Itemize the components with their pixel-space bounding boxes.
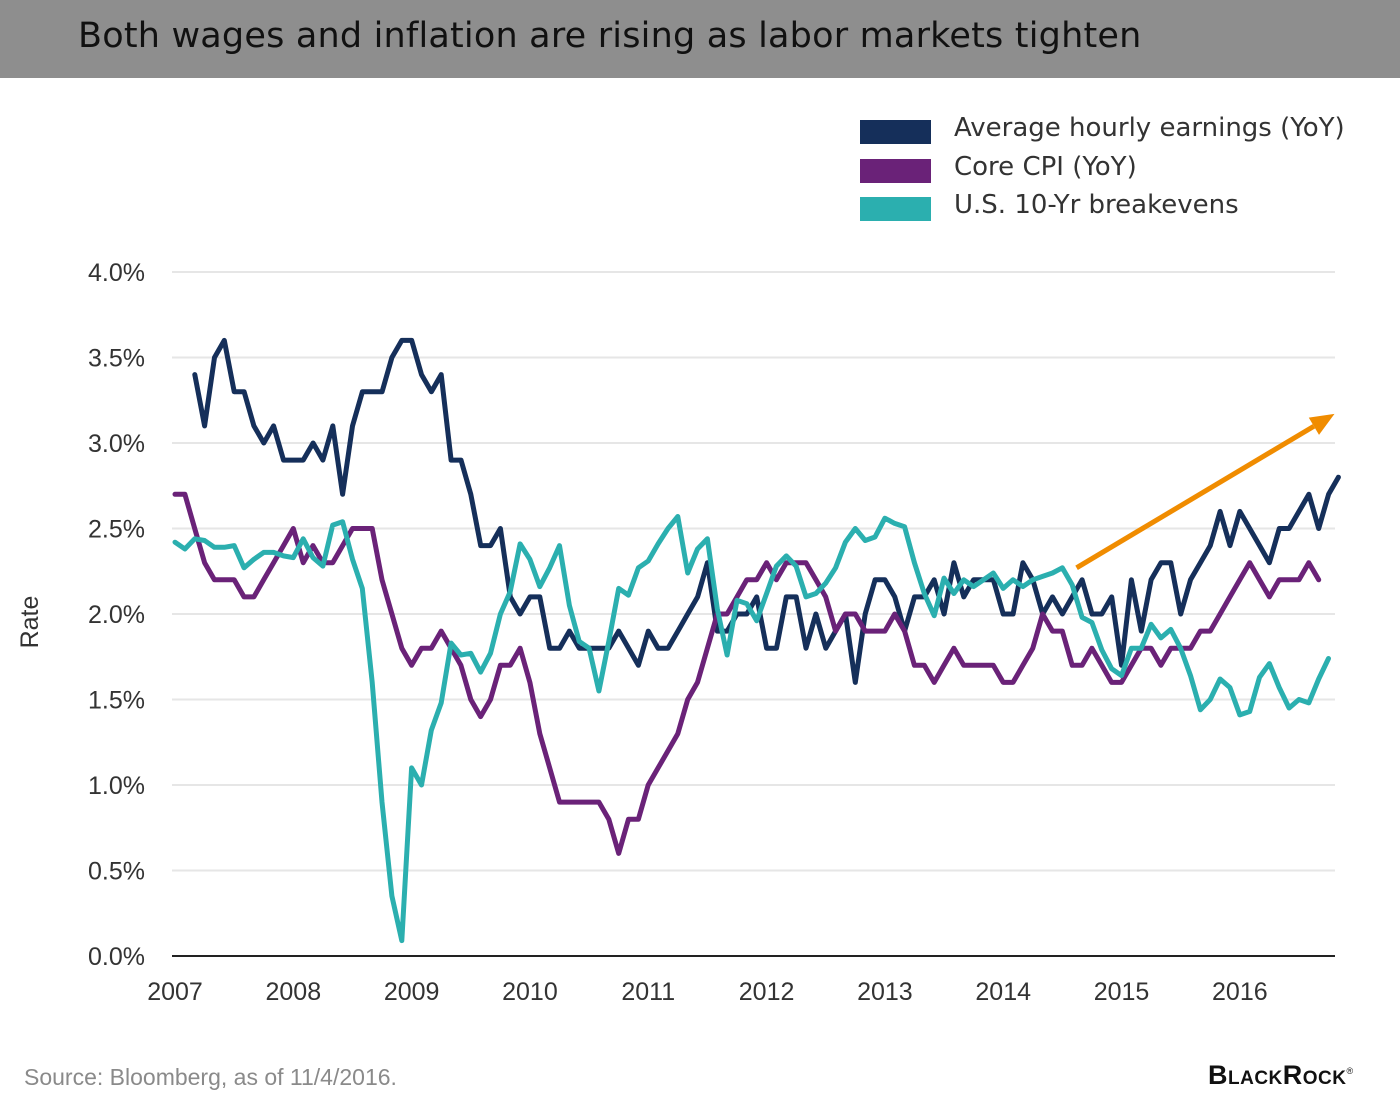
trend-arrow xyxy=(1075,413,1335,570)
y-tick-label: 0.5% xyxy=(88,858,145,886)
x-tick-label: 2009 xyxy=(384,978,440,1006)
x-tick-label: 2007 xyxy=(147,978,203,1006)
logo-text: BlackRock xyxy=(1208,1060,1347,1090)
blackrock-logo: BlackRock® xyxy=(1208,1060,1354,1091)
y-tick-label: 2.5% xyxy=(88,516,145,544)
x-tick-label: 2015 xyxy=(1094,978,1150,1006)
legend-swatch-breakevens xyxy=(860,197,931,221)
source-note: Source: Bloomberg, as of 11/4/2016. xyxy=(24,1064,397,1090)
y-axis-label: Rate xyxy=(16,596,44,649)
legend-label-core-cpi: Core CPI (YoY) xyxy=(954,151,1137,182)
x-tick-label: 2008 xyxy=(266,978,322,1006)
x-tick-label: 2016 xyxy=(1212,978,1268,1006)
y-tick-label: 2.0% xyxy=(88,601,145,629)
x-tick-label: 2013 xyxy=(857,978,913,1006)
x-tick-label: 2014 xyxy=(975,978,1031,1006)
legend-swatch-core-cpi xyxy=(860,158,931,183)
legend-label-breakevens: U.S. 10-Yr breakevens xyxy=(954,190,1239,220)
header-bar: Both wages and inflation are rising as l… xyxy=(0,0,1400,78)
breakevens-line xyxy=(172,514,1331,944)
y-tick-label: 1.5% xyxy=(88,687,145,715)
legend-label-earnings: Average hourly earnings (YoY) xyxy=(954,113,1345,143)
trend-arrow-shaft xyxy=(1075,424,1316,570)
x-tick-label: 2010 xyxy=(502,978,558,1006)
y-tick-label: 3.5% xyxy=(88,345,145,373)
logo-registered-mark: ® xyxy=(1346,1066,1354,1076)
y-tick-label: 3.0% xyxy=(88,430,145,458)
y-tick-label: 0.0% xyxy=(88,943,145,971)
series-lines xyxy=(172,337,1341,944)
x-tick-label: 2012 xyxy=(739,978,795,1006)
trend-arrow-head xyxy=(1308,413,1335,435)
earnings-line xyxy=(192,337,1341,685)
core-cpi-line xyxy=(172,491,1322,856)
chart-title: Both wages and inflation are rising as l… xyxy=(78,16,1142,56)
gridlines xyxy=(172,271,1335,872)
y-tick-label: 1.0% xyxy=(88,772,145,800)
legend-swatch-earnings xyxy=(860,120,931,144)
y-axis-ticks: 0.0% 0.5% 1.0% 1.5% 2.0% 2.5% 3.0% 3.5% 4.0% xyxy=(88,259,145,971)
x-axis-ticks: 2007 2008 2009 2010 2011 2012 2013 2014 2015 2016 xyxy=(147,978,1267,1006)
y-tick-label: 4.0% xyxy=(88,259,145,287)
x-tick-label: 2011 xyxy=(621,978,675,1006)
